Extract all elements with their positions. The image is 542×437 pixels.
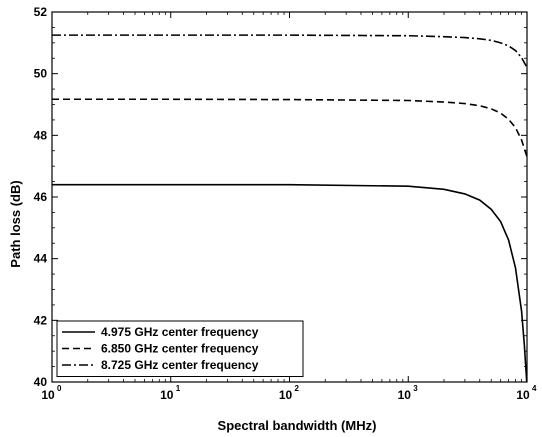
- legend-label: 4.975 GHz center frequency: [101, 325, 259, 339]
- x-tick-label: 10: [398, 388, 412, 402]
- y-axis-label: Path loss (dB): [8, 180, 23, 267]
- legend: 4.975 GHz center frequency 6.850 GHz cent…: [56, 320, 304, 377]
- series-line-2: [52, 98, 527, 158]
- x-tick-exponent: 0: [57, 384, 62, 393]
- x-tick-exponent: 1: [176, 384, 181, 393]
- y-tick-label: 40: [34, 375, 48, 389]
- x-axis-label: Spectral bandwidth (MHz): [218, 418, 377, 433]
- legend-label: 8.725 GHz center frequency: [101, 358, 259, 372]
- x-tick-label: 10: [279, 388, 293, 402]
- y-tick-label: 52: [34, 5, 48, 19]
- x-tick-label: 10: [160, 388, 174, 402]
- y-tick-label: 44: [34, 252, 48, 266]
- y-tick-label: 50: [34, 67, 48, 81]
- x-tick-exponent: 2: [295, 384, 300, 393]
- legend-label: 6.850 GHz center frequency: [101, 342, 259, 356]
- x-tick-exponent: 3: [413, 384, 418, 393]
- plot-area: [52, 34, 527, 382]
- x-tick-label: 10: [41, 388, 55, 402]
- series-line-3: [52, 34, 527, 68]
- series-line-1: [52, 183, 527, 382]
- x-tick-exponent: 4: [532, 384, 537, 393]
- y-tick-label: 42: [34, 313, 48, 327]
- x-tick-label: 10: [516, 388, 530, 402]
- legend-box: [56, 320, 304, 377]
- y-tick-label: 46: [34, 190, 48, 204]
- y-tick-label: 48: [34, 128, 48, 142]
